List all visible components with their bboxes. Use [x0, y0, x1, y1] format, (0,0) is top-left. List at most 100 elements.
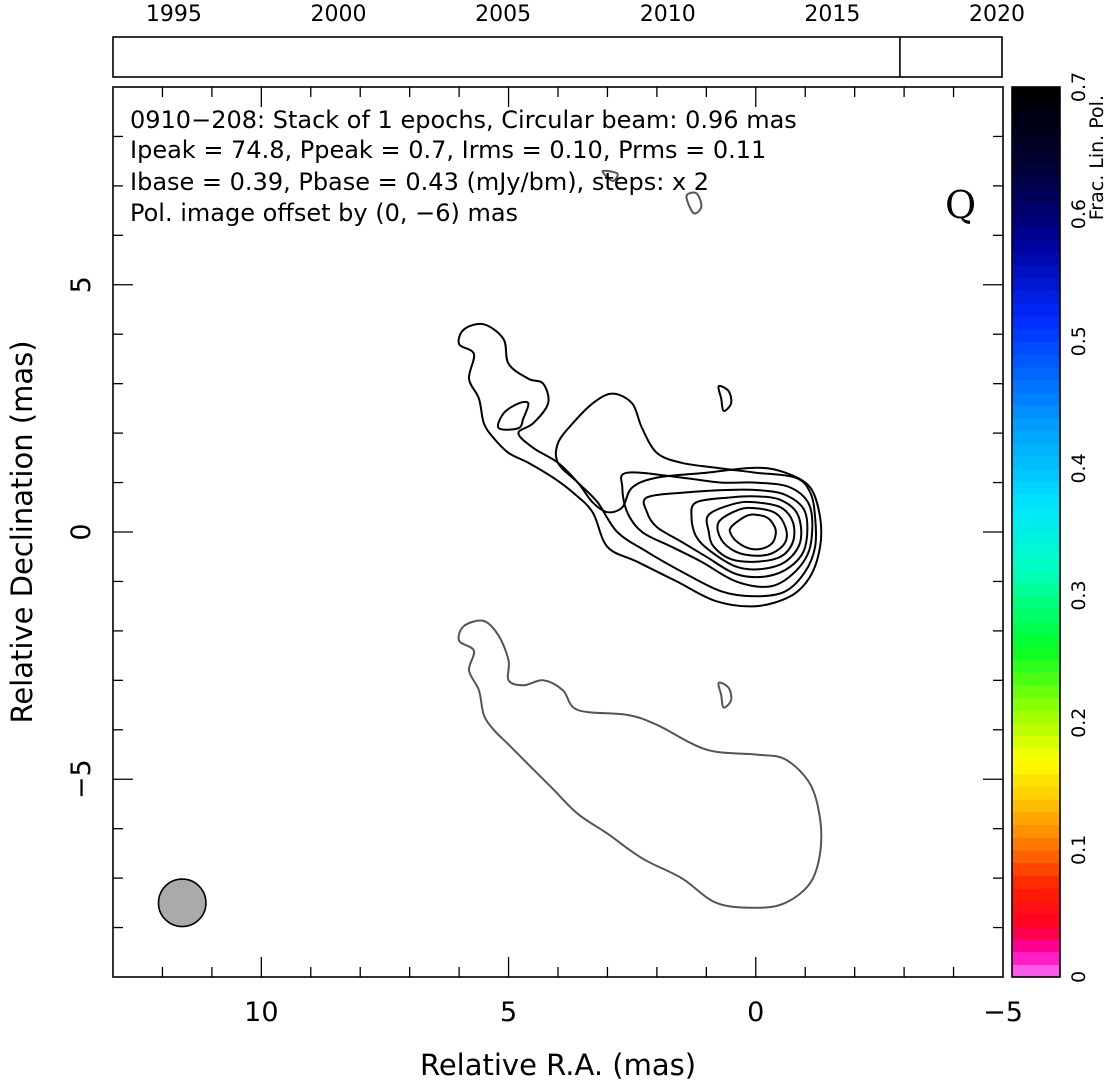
y-axis-label: Relative Declination (mas)	[5, 340, 39, 723]
title-line-2: Ipeak = 74.8, Ppeak = 0.7, Irms = 0.10, …	[130, 136, 766, 164]
epoch-year-label: 2000	[310, 2, 366, 27]
colorbar-cell	[1012, 760, 1060, 775]
colorbar-cell	[1012, 277, 1060, 292]
x-tick-label: 0	[747, 997, 764, 1028]
colorbar-cell	[1012, 417, 1060, 431]
colorbar-cell	[1012, 913, 1060, 927]
colorbar-cell	[1012, 265, 1060, 279]
colorbar-cell	[1012, 87, 1060, 101]
colorbar-gradient	[1012, 87, 1060, 978]
colorbar: 0 0.1 0.2 0.3 0.4 0.5 0.6 0.7 Frac. Lin. Pol.	[1011, 72, 1108, 983]
polarization-contour-1	[717, 681, 733, 709]
x-axis-label: Relative R.A. (mas)	[420, 1048, 696, 1082]
epoch-year-label: 2015	[804, 2, 860, 27]
colorbar-tick-label: 0.7	[1068, 72, 1090, 102]
colorbar-cell	[1012, 392, 1060, 406]
colorbar-cell	[1012, 684, 1060, 698]
title-line-1: 0910−208: Stack of 1 epochs, Circular be…	[130, 106, 797, 134]
map-panel: 10 5 0 −5 5 0 −5 0910−208: Stack of 1 epochs,…	[5, 86, 1023, 1082]
colorbar-cell	[1012, 621, 1060, 635]
colorbar-cell	[1012, 938, 1060, 953]
y-tick-label: −5	[66, 759, 97, 799]
colorbar-cell	[1012, 557, 1060, 571]
colorbar-cell	[1012, 671, 1060, 686]
colorbar-cell	[1012, 315, 1060, 330]
colorbar-cell	[1012, 532, 1060, 546]
colorbar-cell	[1012, 226, 1060, 241]
colorbar-cell	[1012, 786, 1060, 800]
intensity-contour-5	[642, 488, 809, 579]
colorbar-tick-label: 0.6	[1068, 199, 1090, 229]
epoch-year-label: 2005	[475, 2, 531, 27]
x-tick-label: 10	[244, 997, 278, 1028]
colorbar-cell	[1012, 519, 1060, 533]
colorbar-cell	[1012, 964, 1060, 978]
colorbar-cell	[1012, 659, 1060, 673]
colorbar-cell	[1012, 608, 1060, 622]
colorbar-cell	[1012, 188, 1060, 203]
colorbar-cell	[1012, 862, 1060, 876]
colorbar-tick-label: 0.2	[1068, 708, 1090, 738]
intensity-contour-4	[620, 471, 814, 588]
colorbar-cell	[1012, 875, 1060, 889]
colorbar-tick-label: 0.3	[1068, 580, 1090, 610]
colorbar-cell	[1012, 354, 1060, 368]
epoch-year-label: 1995	[146, 2, 202, 27]
colorbar-cell	[1012, 163, 1060, 177]
colorbar-cell	[1012, 493, 1060, 508]
colorbar-cell	[1012, 201, 1060, 215]
colorbar-cell	[1012, 328, 1060, 342]
colorbar-cell	[1012, 430, 1060, 444]
intensity-contour-6	[690, 495, 803, 571]
colorbar-cell	[1012, 570, 1060, 584]
colorbar-cell	[1012, 773, 1060, 787]
epoch-axis: 1995 2000 2005 2010 2015 2020	[112, 2, 1025, 78]
y-tick-labels: 5 0 −5	[66, 276, 97, 799]
colorbar-cell	[1012, 544, 1060, 559]
intensity-contour-7	[705, 500, 796, 563]
colorbar-cell	[1012, 290, 1060, 304]
epoch-tick-labels: 1995 2000 2005 2010 2015 2020	[146, 2, 1025, 27]
colorbar-cell	[1012, 214, 1060, 228]
colorbar-cell	[1012, 137, 1060, 152]
intensity-contour-2	[717, 384, 733, 412]
colorbar-cell	[1012, 722, 1060, 737]
colorbar-cell	[1012, 595, 1060, 609]
colorbar-cell	[1012, 824, 1060, 838]
colorbar-cell	[1012, 646, 1060, 660]
colorbar-cell	[1012, 341, 1060, 355]
colorbar-tick-label: 0	[1068, 971, 1090, 983]
colorbar-cell	[1012, 900, 1060, 915]
colorbar-cell	[1012, 366, 1060, 381]
polarization-contour-2	[685, 191, 703, 215]
x-tick-label: 5	[500, 997, 517, 1028]
beam-ellipse	[157, 878, 207, 928]
colorbar-cell	[1012, 811, 1060, 826]
colorbar-cell	[1012, 150, 1060, 164]
intensity-contour-8	[716, 506, 788, 557]
colorbar-cell	[1012, 303, 1060, 317]
intensity-contour-0	[457, 322, 823, 608]
colorbar-cell	[1012, 176, 1060, 190]
colorbar-cell	[1012, 748, 1060, 762]
total-intensity-contours	[457, 322, 823, 608]
band-label: Q	[945, 183, 976, 227]
colorbar-cell	[1012, 481, 1060, 495]
colorbar-tick-label: 0.5	[1068, 326, 1090, 356]
colorbar-cell	[1012, 951, 1060, 965]
colorbar-cell	[1012, 735, 1060, 749]
epoch-year-label: 2020	[969, 2, 1025, 27]
colorbar-cell	[1012, 799, 1060, 813]
colorbar-cell	[1012, 837, 1060, 851]
title-line-3: Ibase = 0.39, Pbase = 0.43 (mJy/bm), ste…	[130, 168, 709, 196]
colorbar-cell	[1012, 455, 1060, 470]
colorbar-cell	[1012, 697, 1060, 711]
x-tick-labels: 10 5 0 −5	[244, 997, 1023, 1028]
colorbar-cell	[1012, 506, 1060, 520]
intensity-contour-9	[728, 513, 777, 551]
colorbar-cell	[1012, 468, 1060, 482]
y-tick-label: 5	[66, 276, 97, 293]
polarization-contour-0	[457, 619, 823, 909]
colorbar-tick-label: 0.4	[1068, 453, 1090, 483]
